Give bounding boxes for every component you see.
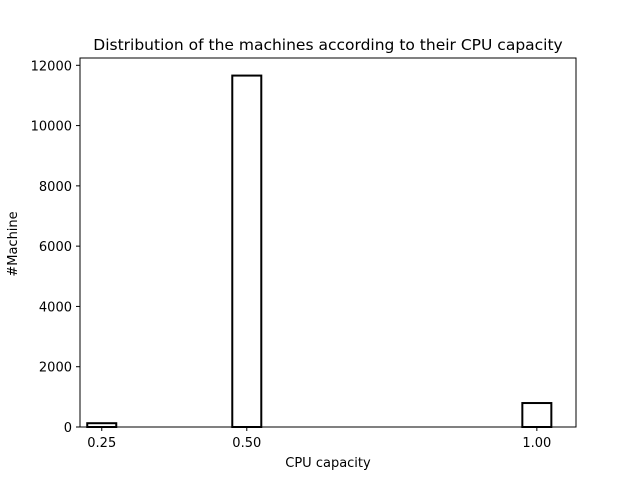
x-tick-label: 0.25	[87, 436, 116, 451]
y-tick-label: 12000	[31, 59, 72, 74]
y-tick-label: 10000	[31, 120, 72, 135]
x-tick-label: 1.00	[522, 436, 551, 451]
bar-0.25	[86, 422, 118, 428]
y-tick-label: 0	[64, 421, 72, 436]
y-tick-label: 8000	[39, 180, 72, 195]
y-tick-label: 4000	[39, 300, 72, 315]
bar-0.50	[231, 74, 263, 428]
x-axis-title: CPU capacity	[285, 456, 371, 471]
y-tick-label: 2000	[39, 361, 72, 376]
chart-title: Distribution of the machines according t…	[93, 36, 562, 54]
x-axis-ticks: 0.25 0.50 1.00	[87, 427, 551, 451]
y-axis-title: #Machine	[6, 211, 21, 276]
x-tick-label: 0.50	[232, 436, 261, 451]
bars	[86, 74, 553, 429]
y-tick-label: 6000	[39, 240, 72, 255]
plot-frame	[79, 57, 577, 428]
y-axis-ticks: 0 2000 4000 6000 8000 10000 12000	[31, 59, 80, 436]
bar-1.00	[521, 402, 553, 429]
